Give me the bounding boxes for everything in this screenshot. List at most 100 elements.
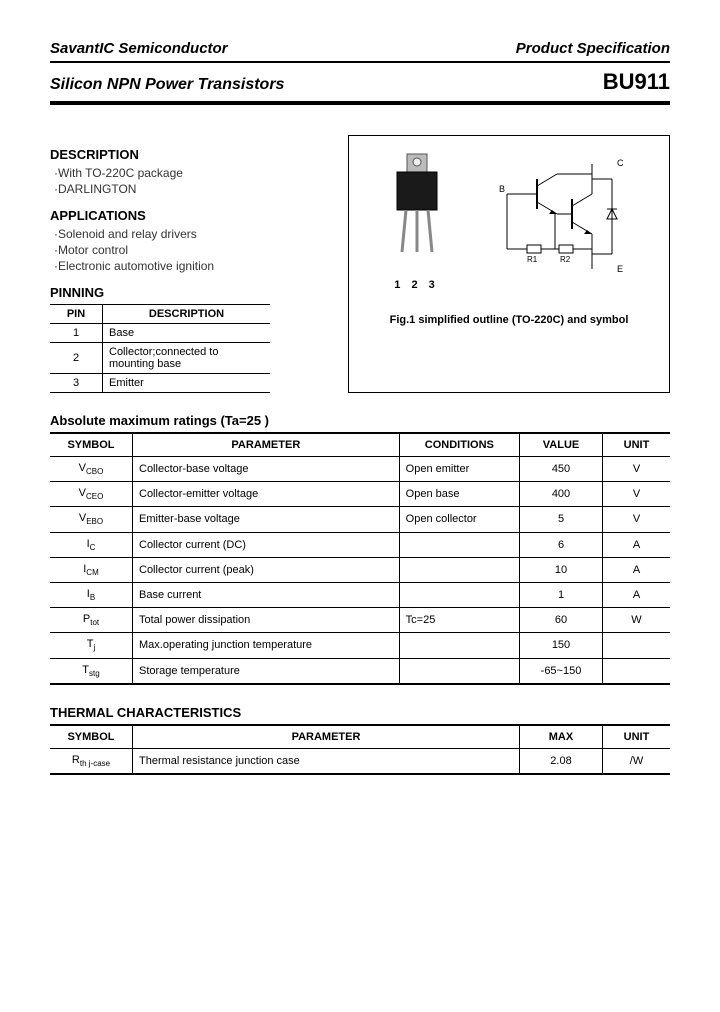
label-e: E (617, 264, 623, 274)
table-row: Rth j-caseThermal resistance junction ca… (50, 748, 670, 774)
cell-unit (603, 658, 671, 684)
cell-symbol: ICM (50, 557, 133, 582)
pin-desc: Collector;connected to mounting base (103, 343, 271, 374)
list-item: ·Motor control (54, 243, 334, 257)
cell-param: Max.operating junction temperature (133, 633, 400, 658)
pin-num: 2 (50, 343, 103, 374)
cell-cond (399, 582, 519, 607)
to220-icon (382, 152, 452, 272)
col-symbol: SYMBOL (50, 433, 133, 457)
cell-param: Storage temperature (133, 658, 400, 684)
cell-unit: V (603, 457, 671, 482)
part-number: BU911 (603, 69, 670, 95)
col-unit: UNIT (603, 433, 671, 457)
pin-num: 1 (50, 324, 103, 343)
abs-max-heading: Absolute maximum ratings (Ta=25 ) (50, 413, 670, 428)
company-name: SavantIC Semiconductor (50, 40, 228, 57)
pinning-heading: PINNING (50, 285, 334, 300)
col-pin: PIN (50, 305, 103, 324)
table-row: VCEOCollector-emitter voltageOpen base40… (50, 482, 670, 507)
cell-max: 2.08 (520, 748, 603, 774)
cell-value: 5 (520, 507, 603, 532)
table-row: IBBase current1A (50, 582, 670, 607)
col-cond: CONDITIONS (399, 433, 519, 457)
cell-unit: V (603, 507, 671, 532)
cell-symbol: Tstg (50, 658, 133, 684)
cell-symbol: IB (50, 582, 133, 607)
label-c: C (617, 158, 624, 168)
table-row: ICCollector current (DC) 6A (50, 532, 670, 557)
list-item: ·DARLINGTON (54, 182, 334, 196)
cell-cond: Open base (399, 482, 519, 507)
col-value: VALUE (520, 433, 603, 457)
table-header-row: SYMBOL PARAMETER CONDITIONS VALUE UNIT (50, 433, 670, 457)
label-r2: R2 (560, 255, 571, 264)
col-unit: UNIT (603, 725, 671, 749)
label-b: B (499, 184, 505, 194)
table-row: 1 Base (50, 324, 270, 343)
table-row: 2 Collector;connected to mounting base (50, 343, 270, 374)
col-desc: DESCRIPTION (103, 305, 271, 324)
cell-symbol: IC (50, 532, 133, 557)
pin-labels: 1 2 3 (382, 279, 452, 291)
figure-caption: Fig.1 simplified outline (TO-220C) and s… (359, 314, 659, 326)
col-param: PARAMETER (133, 433, 400, 457)
schematic-symbol: B C E R1 R2 (497, 154, 637, 289)
cell-cond (399, 557, 519, 582)
title-bar: Silicon NPN Power Transistors BU911 (50, 63, 670, 105)
table-row: 3 Emitter (50, 374, 270, 393)
cell-symbol: VCBO (50, 457, 133, 482)
cell-unit: A (603, 532, 671, 557)
cell-param: Collector-base voltage (133, 457, 400, 482)
header-bar: SavantIC Semiconductor Product Specifica… (50, 40, 670, 63)
table-row: PtotTotal power dissipationTc=2560W (50, 608, 670, 633)
abs-max-table: SYMBOL PARAMETER CONDITIONS VALUE UNIT V… (50, 432, 670, 685)
cell-unit: A (603, 557, 671, 582)
cell-unit: A (603, 582, 671, 607)
cell-symbol: Ptot (50, 608, 133, 633)
cell-unit (603, 633, 671, 658)
cell-param: Total power dissipation (133, 608, 400, 633)
table-row: TstgStorage temperature-65~150 (50, 658, 670, 684)
package-outline: 1 2 3 (382, 152, 452, 291)
applications-heading: APPLICATIONS (50, 208, 334, 223)
left-column: DESCRIPTION ·With TO-220C package ·DARLI… (50, 135, 334, 393)
cell-param: Collector current (peak) (133, 557, 400, 582)
cell-value: 400 (520, 482, 603, 507)
datasheet-page: SavantIC Semiconductor Product Specifica… (0, 0, 720, 815)
table-row: VEBOEmitter-base voltageOpen collector5V (50, 507, 670, 532)
product-family: Silicon NPN Power Transistors (50, 76, 284, 94)
col-symbol: SYMBOL (50, 725, 133, 749)
description-heading: DESCRIPTION (50, 147, 334, 162)
cell-value: 150 (520, 633, 603, 658)
cell-value: 450 (520, 457, 603, 482)
cell-symbol: Rth j-case (50, 748, 133, 774)
cell-cond (399, 532, 519, 557)
cell-cond: Open collector (399, 507, 519, 532)
cell-value: 6 (520, 532, 603, 557)
cell-value: 60 (520, 608, 603, 633)
cell-unit: /W (603, 748, 671, 774)
cell-symbol: VEBO (50, 507, 133, 532)
cell-param: Base current (133, 582, 400, 607)
cell-cond: Tc=25 (399, 608, 519, 633)
pin-num: 3 (50, 374, 103, 393)
cell-unit: W (603, 608, 671, 633)
cell-param: Thermal resistance junction case (133, 748, 520, 774)
doc-type: Product Specification (516, 40, 670, 57)
cell-param: Collector current (DC) (133, 532, 400, 557)
cell-unit: V (603, 482, 671, 507)
cell-value: 10 (520, 557, 603, 582)
figure-area: 1 2 3 (359, 146, 659, 296)
col-max: MAX (520, 725, 603, 749)
cell-symbol: VCEO (50, 482, 133, 507)
list-item: ·Electronic automotive ignition (54, 259, 334, 273)
label-r1: R1 (527, 255, 538, 264)
pin-desc: Emitter (103, 374, 271, 393)
description-list: ·With TO-220C package ·DARLINGTON (50, 166, 334, 196)
pinning-table: PIN DESCRIPTION 1 Base 2 Collector;conne… (50, 304, 270, 393)
darlington-icon: B C E R1 R2 (497, 154, 637, 284)
table-row: ICMCollector current (peak) 10A (50, 557, 670, 582)
cell-cond (399, 633, 519, 658)
col-param: PARAMETER (133, 725, 520, 749)
